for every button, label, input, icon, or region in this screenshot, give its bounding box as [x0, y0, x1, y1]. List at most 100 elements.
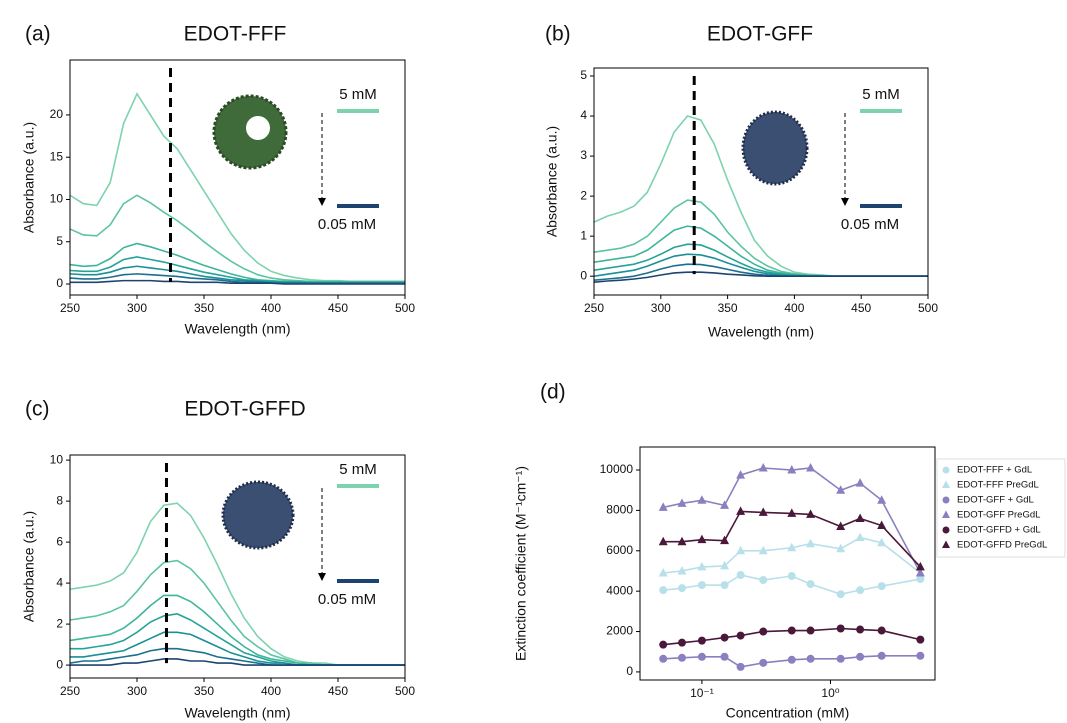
marker: [836, 543, 846, 553]
marker: [787, 542, 797, 552]
marker: [787, 626, 796, 635]
marker: [658, 536, 668, 546]
marker: [787, 655, 796, 664]
marker: [658, 567, 668, 577]
legend-marker: [942, 466, 950, 474]
x-tick-label: 250: [60, 301, 80, 315]
marker: [697, 561, 707, 571]
y-tick-label: 10: [50, 192, 64, 206]
x-tick-label: 10⁻¹: [690, 686, 714, 700]
marker: [806, 654, 815, 663]
series-line: [663, 510, 921, 568]
legend-marker: [942, 480, 950, 488]
marker: [877, 495, 887, 504]
marker: [697, 581, 706, 590]
annotation: 0.05 mM: [318, 591, 376, 608]
legend-marker: [942, 510, 950, 518]
y-tick-label: 15: [50, 149, 64, 163]
marker: [736, 662, 745, 671]
axes-frame: [639, 446, 936, 681]
marker: [759, 658, 768, 667]
marker: [697, 636, 706, 645]
plot-area: [70, 502, 405, 666]
x-tick-label: 250: [584, 301, 604, 315]
y-axis-label: Extinction coefficient (M⁻¹cm⁻¹): [513, 466, 529, 661]
marker: [736, 631, 745, 640]
y-tick-label: 0: [626, 664, 633, 678]
y-tick-label: 5: [580, 68, 587, 82]
x-tick-label: 450: [328, 301, 348, 315]
marker: [836, 485, 846, 494]
marker: [677, 584, 686, 593]
marker: [836, 590, 845, 599]
y-axis-label: Absorbance (a.u.): [544, 126, 560, 237]
legend-label: EDOT-GFF PreGdL: [957, 510, 1040, 521]
marker: [736, 545, 746, 555]
x-axis-label: Concentration (mM): [726, 705, 850, 721]
marker: [806, 580, 815, 589]
y-tick-label: 4: [56, 575, 63, 589]
chart-title: EDOT-GFF: [707, 23, 813, 46]
series-line: [70, 273, 405, 284]
x-tick-label: 300: [127, 301, 147, 315]
marker: [787, 572, 796, 581]
x-tick-label: 300: [127, 684, 147, 698]
molecule-b: [741, 110, 809, 186]
series-line: [70, 256, 405, 284]
marker: [915, 567, 925, 577]
marker: [697, 495, 707, 504]
marker: [720, 581, 729, 590]
marker: [787, 508, 797, 517]
plot-area: [658, 462, 925, 671]
molecule-a: [212, 94, 288, 170]
marker: [759, 576, 768, 585]
marker: [836, 654, 845, 663]
marker: [677, 498, 687, 507]
marker: [877, 651, 886, 660]
annotation: 5 mM: [339, 86, 377, 103]
marker: [736, 571, 745, 580]
marker: [855, 478, 865, 487]
y-tick-label: 3: [580, 148, 587, 162]
marker: [856, 652, 865, 661]
marker: [877, 582, 886, 591]
annotation: 5 mM: [339, 461, 377, 478]
x-tick-label: 450: [328, 684, 348, 698]
y-axis-label: Absorbance (a.u.): [21, 511, 37, 622]
legend-label: EDOT-FFF PreGdL: [957, 480, 1039, 491]
marker: [877, 520, 887, 530]
marker: [658, 502, 668, 511]
chart-title: EDOT-GFFD: [184, 398, 305, 421]
annotation-arrowhead: [318, 573, 326, 581]
legend-marker: [942, 496, 950, 504]
marker: [856, 586, 865, 595]
x-tick-label: 300: [651, 301, 671, 315]
x-tick-label: 400: [784, 301, 804, 315]
y-tick-label: 0: [580, 268, 587, 282]
legend-box: [936, 458, 1066, 558]
marker: [916, 635, 925, 644]
y-tick-label: 6: [56, 534, 63, 548]
y-tick-label: 5: [56, 234, 63, 248]
y-tick-label: 10: [50, 452, 64, 466]
series-line: [663, 536, 921, 574]
chart-title: EDOT-FFF: [184, 23, 287, 46]
marker: [720, 652, 729, 661]
x-tick-label: 400: [261, 301, 281, 315]
marker: [836, 624, 845, 633]
x-tick-label: 350: [194, 301, 214, 315]
axes-frame: [69, 454, 406, 679]
marker: [677, 638, 686, 647]
panel-label: (d): [540, 381, 566, 404]
marker: [677, 653, 686, 662]
marker: [787, 465, 797, 474]
y-tick-label: 10000: [600, 462, 634, 476]
marker: [736, 506, 746, 515]
marker: [916, 575, 925, 584]
annotation-arrowhead: [318, 198, 326, 206]
marker: [736, 470, 746, 479]
axes-frame: [593, 67, 929, 296]
x-tick-label: 450: [851, 301, 871, 315]
marker: [677, 565, 687, 575]
